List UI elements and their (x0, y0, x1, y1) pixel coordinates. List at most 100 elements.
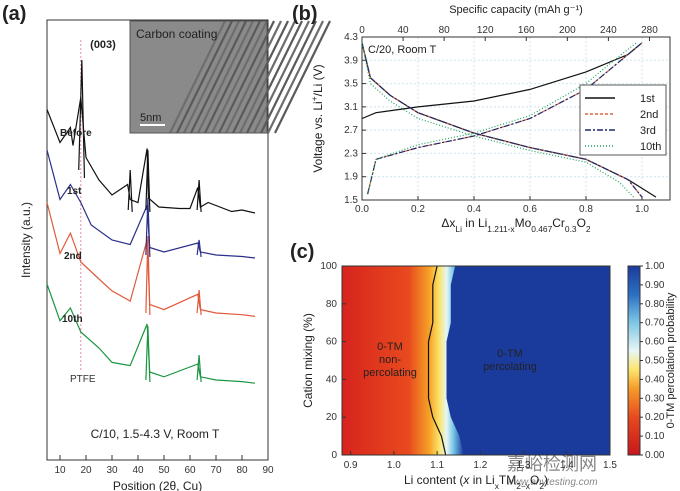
panel-a-ylabel: Intensity (a.u.) (19, 202, 33, 278)
panel-b-top-axis-label: Specific capacity (mAh g⁻¹) (449, 4, 583, 16)
panel-c-frame (341, 265, 611, 456)
panel-b-label: (b) (292, 3, 318, 25)
xrd-10th-line (46, 283, 256, 384)
tem-fringe (232, 20, 289, 134)
panel-c-xtick-label: 1.5 (603, 460, 617, 471)
scale-bar-label: 5nm (140, 112, 161, 124)
panel-b-ytick-label: 1.5 (344, 195, 358, 206)
region-left-label-1: non- (379, 354, 401, 366)
panel-c-xlabel: Li content (x in LixTM2−xO2) (404, 473, 548, 491)
panel-b-xlabel: ΔxLi in Li1.211-xMo0.467Cr0.3O2 (441, 216, 591, 234)
panel-b-toptick-label: 0 (359, 25, 365, 36)
xrd-peak-1st (196, 239, 202, 258)
colorbar-tick-label: 0.80 (645, 299, 665, 310)
region-right-label-0: 0-TM (497, 348, 523, 360)
colorbar-tick-label: 0.60 (645, 337, 665, 348)
panel-b-xtick-label: 0.0 (355, 204, 369, 215)
tem-fringe (190, 20, 247, 134)
panel-b-legend: 1st 2nd 3rd 10th (579, 84, 667, 156)
panel-a-xlabel: Position (2θ, Cu) (113, 479, 202, 491)
legend-label-1st: 1st (640, 93, 655, 105)
xrd-1st-line (46, 149, 256, 259)
panel-c-xtick-label: 1.4 (560, 460, 574, 471)
colorbar-tick-label: 0.20 (645, 412, 665, 423)
panel-b-toptick-label: 200 (559, 25, 576, 36)
colorbar-rect (627, 265, 641, 456)
xrd-peak-Before (127, 169, 133, 213)
xrd-peak-10th (196, 354, 202, 383)
xrd-Before-line (46, 97, 256, 214)
legend-box (579, 84, 667, 156)
panel-a-xtick-label: 30 (106, 465, 118, 476)
tem-fringe (246, 20, 303, 134)
series-label-Before: Before (60, 128, 92, 139)
voltage-3rd-charge (367, 42, 643, 195)
tem-frame (129, 20, 268, 134)
panel-a-xtick-label: 60 (184, 465, 196, 476)
panel-c-ytick-label: 40 (326, 374, 338, 385)
colorbar-tick-label: 0.90 (645, 280, 665, 291)
series-label-2nd: 2nd (64, 251, 82, 262)
panel-a-xtick-label: 80 (236, 465, 248, 476)
panel-b-toptick-label: 120 (477, 25, 494, 36)
panel-c-ytick-label: 80 (326, 299, 338, 310)
panel-b-xtick-label: 0.2 (411, 204, 425, 215)
watermark: 嘉峪检测网 www.anytesting.com (506, 454, 597, 488)
panel-a-condition: C/10, 1.5-4.3 V, Room T (91, 427, 220, 441)
voltage-3rd-discharge (361, 42, 643, 198)
panel-b-condition: C/20, Room T (368, 44, 437, 56)
series-label-10th: 10th (62, 314, 83, 325)
panel-a-xtick-label: 70 (210, 465, 222, 476)
panel-b-ytick-label: 4.3 (344, 32, 358, 43)
tem-fringe (260, 20, 317, 134)
panel-b-ytick-label: 2.3 (344, 148, 358, 159)
colorbar-tick-label: 0.10 (645, 431, 665, 442)
watermark-url: www.anytesting.com (506, 477, 597, 488)
xrd-peak-Before (196, 179, 202, 213)
panel-b-toptick-label: 160 (518, 25, 535, 36)
panel-a-xtick-label: 20 (80, 465, 92, 476)
tem-fringe (176, 20, 233, 134)
panel-c: (c) 0.9 1.0 1.1 1.2 1.3 1.4 1.5 0 20 40 60 80 100 Li c… (290, 241, 677, 491)
xrd-peak-10th (145, 325, 151, 383)
tem-inset: Carbon coating 5nm (129, 20, 331, 134)
percolation-threshold-curve (427, 265, 447, 456)
panel-a-label: (a) (2, 3, 26, 25)
panel-c-ytick-label: 100 (320, 261, 337, 272)
tem-title: Carbon coating (136, 27, 217, 41)
xrd-2nd-line (46, 202, 256, 317)
tem-fringe (253, 20, 310, 134)
panel-a-xtick-label: 10 (54, 465, 66, 476)
panel-b-xtick-label: 0.4 (467, 204, 481, 215)
colorbar-tick-label: 0.30 (645, 393, 665, 404)
panel-b-toptick-label: 80 (439, 25, 451, 36)
legend-label-3rd: 3rd (640, 125, 656, 137)
panel-b-ytick-label: 3.5 (344, 79, 358, 90)
tem-fringe (225, 20, 282, 134)
tem-fringe (197, 20, 254, 134)
panel-c-ytick-label: 20 (326, 412, 338, 423)
tem-fringe (211, 20, 268, 134)
tem-fringe (183, 20, 240, 134)
colorbar-tick-label: 0.00 (645, 450, 665, 461)
panel-b-xtick-label: 0.6 (523, 204, 537, 215)
tem-fringe (218, 20, 275, 134)
panel-c-ytick-label: 60 (326, 337, 338, 348)
xrd-003-peak (78, 59, 86, 179)
panel-b-toptick-label: 240 (600, 25, 617, 36)
panel-c-xtick-label: 1.3 (517, 460, 531, 471)
panel-a-xtick-label: 50 (158, 465, 170, 476)
heatmap-low-region (342, 266, 464, 455)
panel-a-xtick-label: 40 (132, 465, 144, 476)
xrd-peak-2nd (145, 235, 151, 316)
panel-a-frame (46, 19, 269, 461)
region-left-label-2: percolating (363, 367, 417, 379)
panel-b-xtick-label: 1.0 (635, 204, 649, 215)
peak-003-label: (003) (90, 39, 116, 51)
voltage-1st-charge (361, 42, 643, 120)
panel-b-ylabel: Voltage vs. Li+/Li (V) (309, 64, 325, 172)
panel-c-xtick-label: 0.9 (344, 460, 358, 471)
panel-b-ytick-label: 1.9 (344, 172, 358, 183)
colorbar-tick-label: 0.70 (645, 318, 665, 329)
